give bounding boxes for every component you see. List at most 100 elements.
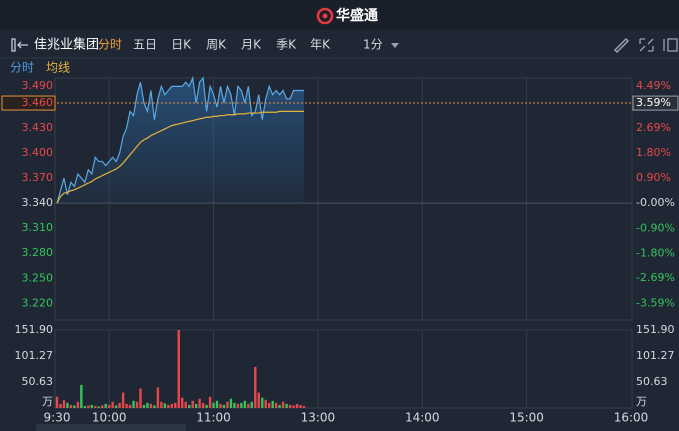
volume-bar bbox=[94, 405, 97, 408]
y-tick-label: 151.90 bbox=[15, 323, 54, 336]
y2-tick-label: 万 bbox=[636, 395, 647, 408]
volume-bar bbox=[177, 330, 180, 408]
tab[interactable]: 分时 bbox=[98, 38, 122, 52]
y-tick-label: 3.280 bbox=[22, 246, 54, 259]
tab[interactable]: 年K bbox=[310, 38, 331, 52]
y-tick-label: 3.370 bbox=[22, 171, 54, 184]
volume-bar bbox=[62, 400, 66, 408]
volume-bar bbox=[163, 403, 167, 408]
volume-bar bbox=[278, 404, 281, 408]
volume-bar bbox=[80, 384, 83, 408]
price-line bbox=[56, 75, 304, 204]
volume-bar bbox=[302, 405, 306, 408]
volume-bar bbox=[59, 403, 62, 408]
volume-bar bbox=[295, 403, 299, 408]
back-icon[interactable] bbox=[11, 38, 28, 52]
y2-tick-label: 101.27 bbox=[636, 349, 675, 362]
volume-bar bbox=[184, 401, 187, 408]
legend-average: 均线 bbox=[46, 61, 70, 75]
volume-bar bbox=[139, 388, 142, 408]
y-tick-label: 3.400 bbox=[22, 146, 54, 159]
y2-tick-label: -3.59% bbox=[636, 296, 675, 309]
y2-tick-label: 1.80% bbox=[636, 146, 671, 159]
y2-tick-label: -0.00% bbox=[636, 196, 675, 209]
tab[interactable]: 季K bbox=[276, 38, 297, 52]
volume-bar bbox=[285, 403, 288, 408]
interval[interactable]: 1分 bbox=[363, 38, 383, 52]
stock-name: 佳兆业集团 bbox=[34, 37, 99, 53]
volume-bar bbox=[219, 403, 222, 408]
volume-bar bbox=[274, 402, 278, 408]
volume-bar bbox=[222, 404, 226, 408]
volume-bar bbox=[83, 405, 87, 408]
y2-tick-label: -0.90% bbox=[636, 221, 675, 234]
tab[interactable]: 月K bbox=[241, 38, 262, 52]
volume-bar bbox=[174, 402, 177, 408]
volume-bar bbox=[281, 401, 285, 408]
last-pct-box bbox=[632, 95, 679, 111]
tab[interactable]: 周K bbox=[206, 38, 227, 52]
volume-bar bbox=[76, 401, 80, 408]
volume-bar bbox=[236, 403, 240, 408]
scroll-bar[interactable] bbox=[36, 424, 186, 431]
volume-bar bbox=[233, 402, 236, 408]
y-tick-label: 3.430 bbox=[22, 121, 54, 134]
volume-bar bbox=[201, 402, 205, 408]
tab[interactable]: 日K bbox=[171, 38, 192, 52]
volume-bar bbox=[187, 404, 191, 408]
volume-bar bbox=[156, 387, 160, 408]
volume-bar bbox=[114, 405, 118, 408]
logo-icon bbox=[316, 7, 334, 25]
y2-tick-label: 2.69% bbox=[636, 121, 671, 134]
volume-bar bbox=[90, 404, 93, 408]
y2-tick-label: 4.49% bbox=[636, 79, 671, 92]
volume-bar bbox=[257, 392, 260, 408]
tab[interactable]: 五日 bbox=[133, 38, 157, 52]
volume-bar bbox=[97, 406, 100, 408]
y-tick-label: 50.63 bbox=[22, 375, 54, 388]
volume-bar bbox=[55, 396, 59, 408]
volume-bar bbox=[160, 401, 163, 408]
volume-bar bbox=[101, 405, 104, 408]
volume-bar bbox=[167, 404, 170, 408]
y-tick-label: 101.27 bbox=[15, 349, 54, 362]
edit-icon[interactable] bbox=[613, 37, 630, 54]
volume-bar bbox=[118, 402, 121, 408]
volume-bar bbox=[87, 405, 90, 408]
volume-bar bbox=[111, 401, 114, 408]
x-tick-label: 9:30 bbox=[44, 411, 71, 425]
volume-bar bbox=[198, 398, 201, 408]
y2-tick-label: 3.59% bbox=[636, 96, 671, 109]
volume-bar bbox=[226, 401, 229, 408]
x-tick-label: 14:00 bbox=[405, 411, 440, 425]
volume-bar bbox=[264, 399, 267, 408]
volume-bar bbox=[66, 402, 69, 408]
volume-bar bbox=[299, 404, 302, 408]
volume-bar bbox=[181, 397, 184, 408]
split-icon[interactable] bbox=[663, 38, 678, 52]
volume-bar bbox=[149, 403, 153, 408]
dropdown-arrow[interactable] bbox=[391, 43, 399, 48]
y-tick-label: 3.220 bbox=[22, 296, 54, 309]
volume-bar bbox=[261, 397, 264, 408]
y-tick-label: 3.310 bbox=[22, 221, 54, 234]
x-tick-label: 13:00 bbox=[301, 411, 336, 425]
volume-bar bbox=[69, 404, 73, 408]
volume-bar bbox=[254, 366, 257, 408]
y-tick-label: 3.490 bbox=[22, 79, 54, 92]
volume-bar bbox=[125, 403, 128, 408]
expand-icon[interactable] bbox=[639, 38, 654, 52]
y-tick-label: 万 bbox=[42, 395, 53, 408]
volume-bar bbox=[205, 404, 208, 408]
last-price-box bbox=[1, 95, 56, 111]
price-panel bbox=[54, 77, 633, 321]
volume-bar bbox=[247, 403, 250, 408]
volume-bar bbox=[288, 404, 292, 408]
volume-bar bbox=[229, 398, 233, 408]
y-tick-label: 3.460 bbox=[22, 96, 54, 109]
volume-bar bbox=[121, 392, 125, 408]
volume-bar bbox=[208, 396, 212, 408]
volume-bar bbox=[170, 403, 173, 408]
volume-bar bbox=[73, 405, 76, 408]
